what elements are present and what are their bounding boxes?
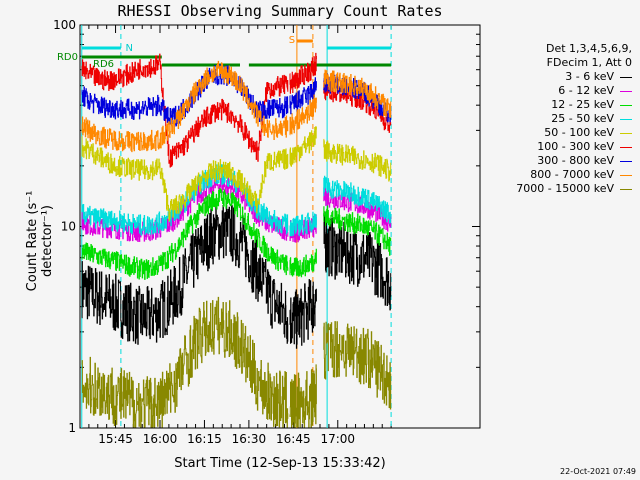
- legend-swatch: [620, 188, 632, 190]
- series-line: [81, 296, 392, 428]
- y-tick-labels: 1 10 100: [53, 18, 76, 435]
- annotation-label: RD0: [57, 52, 78, 63]
- legend-entries: 3 - 6 keV 6 - 12 keV 12 - 25 keV 25 - 50 ke…: [486, 70, 632, 196]
- series-line: [81, 204, 392, 349]
- legend-swatch: [620, 104, 632, 106]
- legend-swatch: [620, 146, 632, 148]
- legend-entry: 3 - 6 keV: [486, 70, 632, 84]
- legend-label: 6 - 12 keV: [558, 84, 614, 97]
- legend-entry: 25 - 50 keV: [486, 112, 632, 126]
- x-tick-label: 16:30: [232, 432, 267, 446]
- legend-label: 3 - 6 keV: [565, 70, 614, 83]
- legend-label: 300 - 800 keV: [537, 154, 614, 167]
- legend-swatch: [620, 132, 632, 134]
- legend-entry: 100 - 300 keV: [486, 140, 632, 154]
- x-tick-label: 16:45: [276, 432, 311, 446]
- legend-label: 50 - 100 keV: [544, 126, 614, 139]
- legend-label: 25 - 50 keV: [551, 112, 614, 125]
- legend-entry: 7000 - 15000 keV: [486, 182, 632, 196]
- x-tick-label: 16:00: [143, 432, 178, 446]
- y-tick-label: 10: [61, 220, 76, 234]
- legend-entry: 300 - 800 keV: [486, 154, 632, 168]
- legend-entry: 12 - 25 keV: [486, 98, 632, 112]
- annotation-label: RD6: [93, 59, 114, 70]
- y-axis-label: Count Rate (s⁻¹ detector⁻¹): [25, 190, 55, 292]
- legend-swatch: [620, 76, 632, 78]
- legend-label: 100 - 300 keV: [537, 140, 614, 153]
- series-line: [81, 188, 392, 280]
- legend-swatch: [620, 118, 632, 120]
- x-tick-label: 17:00: [320, 432, 355, 446]
- annotation-label: S: [289, 35, 295, 46]
- axis-ticks: [80, 25, 480, 429]
- legend-swatch: [620, 174, 632, 176]
- x-tick-label: 15:45: [98, 432, 133, 446]
- legend-entry: 800 - 7000 keV: [486, 168, 632, 182]
- legend-swatch: [620, 160, 632, 162]
- chart-title: RHESSI Observing Summary Count Rates: [117, 2, 443, 20]
- legend-entry: 50 - 100 keV: [486, 126, 632, 140]
- legend-label: 12 - 25 keV: [551, 98, 614, 111]
- series-line: [81, 126, 392, 222]
- legend-entry: 6 - 12 keV: [486, 84, 632, 98]
- series-line: [81, 60, 392, 153]
- y-tick-label: 1: [68, 421, 76, 435]
- series-group: [81, 52, 392, 428]
- y-tick-label: 100: [53, 18, 76, 32]
- x-axis-label: Start Time (12-Sep-13 15:33:42): [174, 456, 386, 471]
- legend-swatch: [620, 90, 632, 92]
- legend-header-line: Det 1,3,4,5,6,9,: [545, 42, 632, 55]
- footer-timestamp: 22-Oct-2021 07:49: [560, 467, 636, 476]
- legend-header-line: FDecim 1, Att 0: [546, 56, 632, 69]
- legend-label: 7000 - 15000 keV: [516, 182, 614, 195]
- x-tick-label: 16:15: [187, 432, 222, 446]
- legend-label: 800 - 7000 keV: [530, 168, 614, 181]
- x-tick-labels: 15:45 16:00 16:15 16:30 16:45 17:00: [98, 432, 355, 446]
- annotation-label: N: [125, 43, 132, 54]
- legend: Det 1,3,4,5,6,9, FDecim 1, Att 0 3 - 6 k…: [486, 42, 632, 196]
